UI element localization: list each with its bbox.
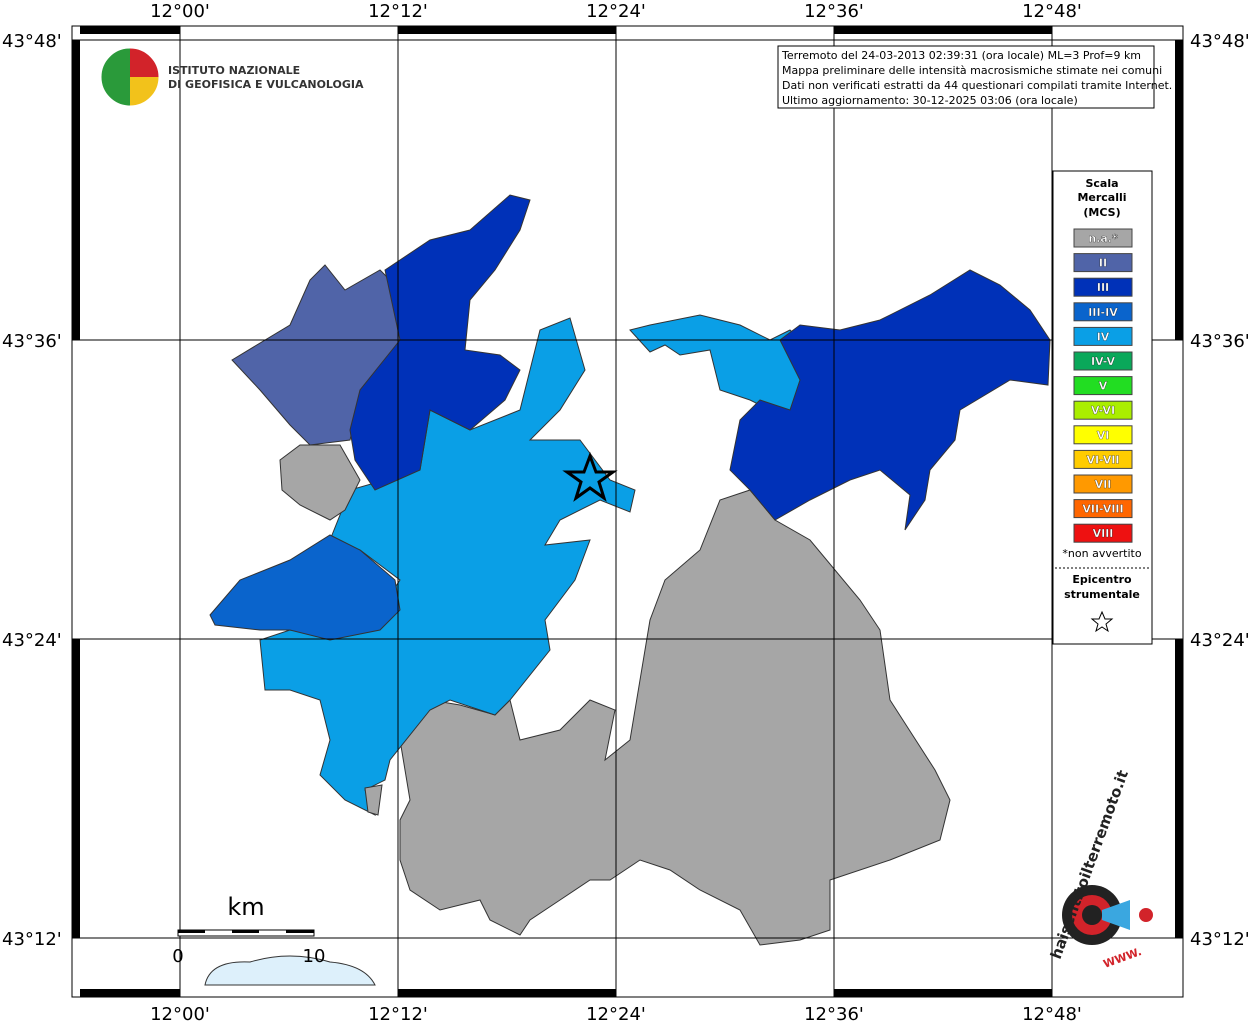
epicenter-star [562, 451, 618, 502]
lon-label: 12°24' [586, 1004, 646, 1024]
info-line: Mappa preliminare delle intensità macros… [782, 64, 1162, 77]
legend-swatch [1073, 253, 1133, 273]
frame [71, 25, 1184, 998]
legend-label: VII-VIII [1082, 503, 1123, 516]
region [729, 269, 1051, 531]
lat-label: 43°48' [1190, 31, 1250, 52]
legend-swatch [1073, 425, 1133, 445]
legend-swatch [1073, 449, 1133, 469]
legend-label: n.a.* [1088, 232, 1118, 245]
scale-bar: km 0 10 [172, 893, 376, 986]
info-line: Ultimo aggiornamento: 30-12-2025 03:06 (… [782, 94, 1078, 107]
scale-label: 0 [172, 946, 183, 967]
region [279, 444, 361, 521]
ingv-logo: ISTITUTO NAZIONALE DI GEOFISICA E VULCAN… [100, 47, 364, 107]
legend-label: V [1099, 380, 1108, 393]
lat-labels: 43°48' 43°36' 43°24' 43°12' 43°48' 43°36… [2, 31, 1250, 950]
lon-label: 12°36' [804, 1004, 864, 1024]
legend-swatch [1073, 499, 1133, 519]
scale-unit: km [227, 893, 264, 921]
lon-label: 12°48' [1022, 1004, 1082, 1024]
legend-swatch [1073, 523, 1133, 543]
region [259, 317, 636, 817]
lon-label: 12°00' [150, 1004, 210, 1024]
legend-swatch [1073, 228, 1133, 248]
legend-swatch [1073, 400, 1133, 420]
legend-swatch [1073, 351, 1133, 371]
lat-label: 43°24' [1190, 630, 1250, 651]
lat-label: 43°36' [1190, 331, 1250, 352]
region [364, 784, 383, 816]
lon-label: 12°12' [368, 1, 428, 22]
lat-label: 43°48' [2, 31, 62, 52]
scale-label: 10 [303, 946, 326, 967]
legend-label: VI [1097, 429, 1110, 442]
lon-label: 12°24' [586, 1, 646, 22]
info-box: Terremoto del 24-03-2013 02:39:31 (ora l… [777, 45, 1172, 109]
legend-title: (MCS) [1083, 206, 1120, 219]
lon-label: 12°12' [368, 1004, 428, 1024]
legend-label: IV-V [1091, 355, 1116, 368]
legend-label: VIII [1093, 527, 1114, 540]
logo-text: ISTITUTO NAZIONALE [168, 64, 300, 77]
info-line: Dati non verificati estratti da 44 quest… [782, 79, 1172, 92]
lon-labels: 12°00' 12°12' 12°24' 12°36' 12°48' 12°00… [150, 1, 1082, 1024]
legend-label: II [1099, 257, 1107, 270]
legend-swatch [1073, 277, 1133, 297]
legend-note: *non avvertito [1062, 547, 1141, 560]
legend-epicenter: Epicentro [1072, 573, 1132, 586]
lat-label: 43°24' [2, 630, 62, 651]
lat-label: 43°12' [1190, 929, 1250, 950]
regions [209, 194, 1051, 946]
region [399, 489, 951, 946]
legend: Scala Mercalli (MCS) *non avvertito Epic… [1052, 170, 1153, 645]
legend-title: Mercalli [1077, 191, 1126, 204]
lat-label: 43°36' [2, 331, 62, 352]
legend-swatch [1073, 302, 1133, 322]
lon-label: 12°36' [804, 1, 864, 22]
legend-title: Scala [1085, 177, 1118, 190]
legend-swatch [1073, 376, 1133, 396]
lon-label: 12°48' [1022, 1, 1082, 22]
legend-label: V-VI [1091, 404, 1115, 417]
lon-label: 12°00' [150, 1, 210, 22]
legend-label: III [1097, 281, 1109, 294]
legend-swatch [1073, 474, 1133, 494]
legend-label: VII [1095, 478, 1112, 491]
legend-epicenter: strumentale [1064, 588, 1140, 601]
graticule [72, 26, 1183, 997]
region [209, 534, 401, 641]
region [349, 194, 531, 491]
legend-label: III-IV [1088, 306, 1118, 319]
logo-text: DI GEOFISICA E VULCANOLOGIA [168, 78, 364, 91]
info-line: Terremoto del 24-03-2013 02:39:31 (ora l… [781, 49, 1141, 62]
lat-label: 43°12' [2, 929, 62, 950]
legend-label: VI-VII [1086, 453, 1119, 466]
legend-swatch [1073, 326, 1133, 346]
legend-label: IV [1097, 330, 1110, 343]
